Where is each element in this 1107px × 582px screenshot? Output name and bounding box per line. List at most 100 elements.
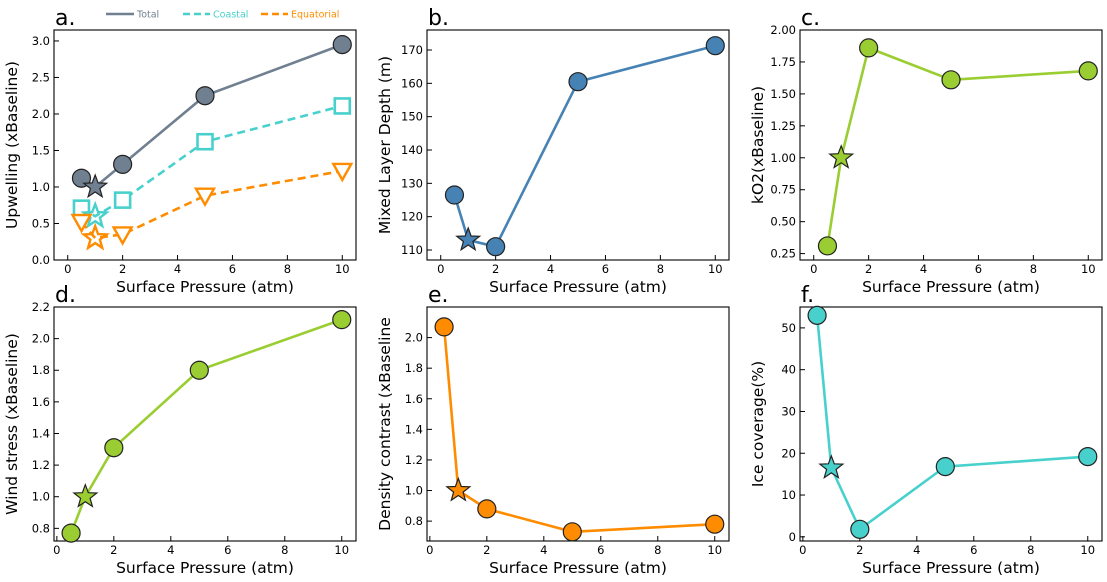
legend-label: Total — [136, 10, 159, 21]
series-line — [815, 315, 1088, 532]
x-tick-label: 4 — [913, 543, 920, 557]
x-tick-label: 6 — [224, 543, 231, 557]
panel-e: 0 2 4 6 8 10 0.8 1.0 1.2 1.4 1.6 1.8 2.0 Surface Pres… — [376, 283, 730, 577]
y-tick-label: 110 — [401, 243, 423, 257]
y-tick-label: 20 — [781, 446, 796, 460]
x-tick-label: 0 — [426, 543, 433, 557]
legend: Total Coastal Equatorial — [106, 10, 339, 21]
data-point — [61, 523, 81, 543]
panel-c: 0 2 4 6 8 10 0.25 0.50 0.75 1.00 1.25 1.50 1.75 2.00 S… — [749, 6, 1103, 296]
panel-label: f. — [801, 283, 814, 308]
data-point-star — [80, 200, 110, 229]
data-point — [817, 236, 838, 256]
y-tick-label: 1.4 — [32, 426, 50, 440]
y-tick-label: 10 — [781, 488, 796, 502]
x-tick-label: 4 — [174, 262, 181, 276]
x-tick-label: 0 — [799, 543, 806, 557]
data-point — [193, 187, 217, 208]
x-axis-title: Surface Pressure (atm) — [489, 278, 667, 296]
y-tick-label: 1.5 — [32, 143, 50, 157]
data-point-star — [455, 226, 482, 252]
y-tick-label: 1.6 — [32, 395, 50, 409]
x-tick-label: 10 — [708, 262, 723, 276]
x-tick-label: 10 — [1081, 262, 1096, 276]
x-tick-label: 4 — [167, 543, 174, 557]
x-tick-label: 2 — [483, 543, 490, 557]
x-tick-label: 6 — [229, 262, 236, 276]
series-line — [80, 104, 343, 218]
y-tick-label: 3.0 — [32, 34, 50, 48]
y-axis-title: Mixed Layer Depth (m) — [376, 56, 394, 234]
y-tick-label: 0 — [789, 530, 796, 544]
data-point — [486, 237, 506, 257]
x-axis-title: Surface Pressure (atm) — [862, 278, 1040, 296]
data-point — [332, 35, 352, 55]
y-tick-label: 50 — [781, 321, 796, 335]
data-point — [195, 86, 215, 106]
x-tick-label: 8 — [284, 262, 291, 276]
x-tick-label: 2 — [110, 543, 117, 557]
y-tick-label: 2.00 — [770, 23, 796, 37]
x-tick-label: 0 — [810, 262, 817, 276]
x-tick-label: 2 — [865, 262, 872, 276]
panel-label: c. — [801, 6, 820, 31]
y-axis-title: Wind stress (xBaseline) — [3, 333, 21, 515]
x-axis-title: Surface Pressure (atm) — [862, 559, 1040, 577]
y-tick-label: 150 — [401, 110, 423, 124]
x-tick-label: 10 — [335, 262, 350, 276]
x-tick-label: 6 — [602, 262, 609, 276]
y-tick-label: 2.5 — [32, 70, 50, 84]
panel-label: b. — [428, 6, 449, 31]
data-point — [113, 191, 132, 209]
data-point — [434, 317, 454, 337]
data-point — [104, 438, 124, 458]
x-axis-title: Surface Pressure (atm) — [116, 559, 294, 577]
y-tick-label: 1.2 — [405, 453, 423, 467]
data-point — [111, 226, 134, 246]
data-point-star — [82, 173, 109, 199]
data-point — [705, 36, 725, 56]
data-point — [1078, 446, 1098, 467]
series-line — [80, 169, 343, 240]
y-tick-label: 120 — [401, 210, 423, 224]
x-tick-label: 8 — [654, 543, 661, 557]
x-axis-title: Surface Pressure (atm) — [116, 278, 294, 296]
data-point — [189, 360, 209, 380]
x-tick-label: 2 — [856, 543, 863, 557]
y-tick-label: 0.8 — [405, 514, 423, 528]
x-tick-label: 4 — [920, 262, 927, 276]
x-tick-label: 10 — [707, 543, 722, 557]
y-axis-title: Density contrast (xBaseline — [376, 317, 394, 531]
data-point — [331, 162, 354, 183]
data-point — [850, 519, 870, 539]
y-tick-label: 1.4 — [405, 422, 423, 436]
x-tick-label: 0 — [53, 543, 60, 557]
y-tick-label: 0.25 — [770, 247, 796, 261]
legend-label: Equatorial — [291, 10, 339, 21]
y-axis-title: Upwelling (xBaseline) — [3, 61, 21, 229]
panel-d: 0 2 4 6 8 10 0.8 1.0 1.2 1.4 1.6 1.8 2.0 2.2 Surface P… — [3, 283, 357, 577]
data-point — [568, 72, 588, 92]
y-axis-title: Ice coverage(%) — [749, 361, 767, 487]
x-tick-label: 8 — [1030, 262, 1037, 276]
x-tick-label: 6 — [970, 543, 977, 557]
data-point — [196, 132, 214, 151]
y-tick-label: 1.25 — [770, 119, 796, 133]
y-tick-label: 1.0 — [32, 180, 50, 194]
axes-frame — [426, 306, 730, 542]
axes-frame — [799, 29, 1103, 261]
y-tick-label: 130 — [401, 176, 423, 190]
x-tick-label: 6 — [597, 543, 604, 557]
y-tick-label: 30 — [781, 404, 796, 418]
data-point — [941, 70, 961, 90]
data-point — [477, 499, 497, 519]
data-point-star — [828, 144, 855, 169]
y-tick-label: 1.75 — [770, 55, 796, 69]
data-point-star — [72, 482, 99, 508]
y-tick-label: 0.5 — [32, 216, 50, 230]
y-tick-label: 160 — [401, 76, 423, 90]
y-tick-label: 0.8 — [32, 521, 50, 535]
data-point — [705, 514, 725, 534]
y-tick-label: 0.75 — [770, 183, 796, 197]
y-tick-label: 1.8 — [405, 361, 423, 375]
